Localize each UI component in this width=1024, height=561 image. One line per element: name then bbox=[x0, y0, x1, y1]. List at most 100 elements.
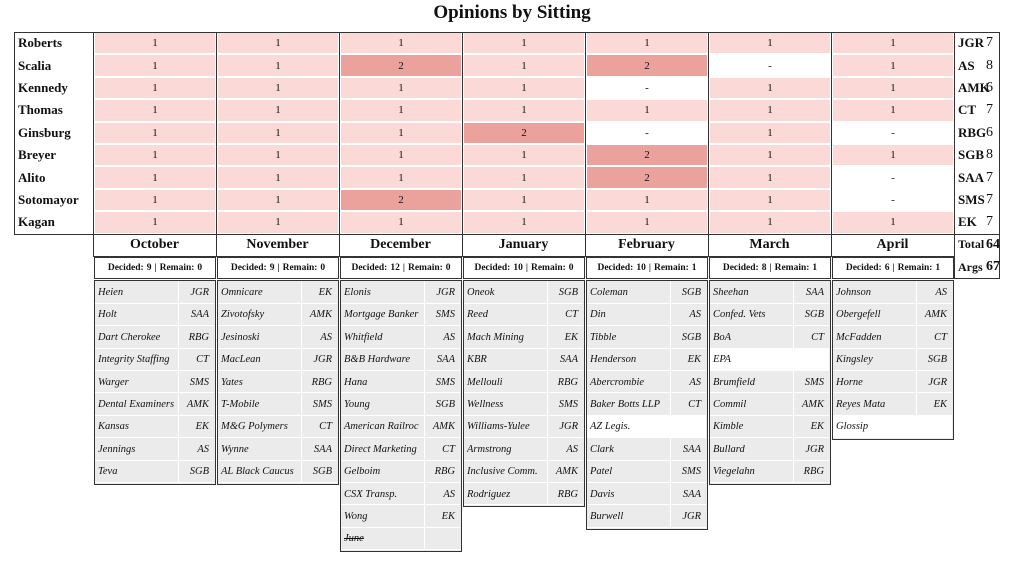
decided-remain: Decided: 6 | Remain: 1 bbox=[832, 257, 954, 280]
case-row: Kingsley SGB bbox=[833, 348, 952, 371]
case-list: Omnicare EK Zivotofsky AMK Jesinoski AS MacLea… bbox=[217, 280, 339, 485]
case-author: EK bbox=[810, 421, 824, 433]
justice-total: 7 bbox=[986, 214, 993, 230]
case-author: RBG bbox=[803, 466, 824, 478]
month-label: November bbox=[216, 233, 340, 257]
totals-box bbox=[954, 233, 1000, 280]
case-row: Horne JGR bbox=[833, 370, 952, 394]
case-list: Heien JGR Holt SAA Dart Cherokee RBG Integrity… bbox=[94, 280, 216, 485]
case-name: Gelboim bbox=[344, 466, 381, 478]
case-row: AL Black Caucus SGB bbox=[218, 460, 337, 483]
case-name: Whitfield bbox=[344, 331, 383, 343]
case-row: B&B Hardware SAA bbox=[341, 348, 460, 371]
opinion-count: 2 bbox=[587, 145, 707, 166]
author-divider bbox=[424, 505, 425, 528]
case-name: Young bbox=[344, 399, 370, 411]
justice-name: Roberts bbox=[18, 35, 63, 51]
opinion-count: 1 bbox=[341, 77, 461, 99]
month-label: April bbox=[831, 233, 955, 257]
author-divider bbox=[670, 370, 671, 394]
case-author: AMK bbox=[432, 421, 455, 433]
opinion-count: 1 bbox=[833, 212, 953, 233]
author-divider bbox=[670, 348, 671, 371]
author-divider bbox=[670, 393, 671, 416]
case-author: RBG bbox=[434, 466, 455, 478]
case-row: Abercrombie AS bbox=[587, 370, 706, 394]
case-row: McFadden CT bbox=[833, 326, 952, 349]
justice-abbr: CT bbox=[958, 102, 977, 118]
grid-frame bbox=[14, 32, 1000, 235]
author-divider bbox=[793, 281, 794, 304]
justice-total: 6 bbox=[986, 79, 993, 95]
remain-label: Remain: bbox=[897, 263, 933, 274]
opinion-count: 1 bbox=[464, 55, 584, 76]
author-divider bbox=[424, 460, 425, 483]
author-divider bbox=[793, 460, 794, 483]
case-name: Din bbox=[590, 309, 606, 321]
case-name: Bullard bbox=[713, 443, 745, 455]
case-row: Brumfield SMS bbox=[710, 370, 829, 394]
decided-label: Decided: bbox=[722, 263, 759, 274]
separator: | bbox=[402, 263, 405, 274]
month-row bbox=[93, 233, 955, 257]
author-divider bbox=[301, 303, 302, 327]
opinion-count: 1 bbox=[464, 145, 584, 166]
case-row: Mach Mining EK bbox=[464, 326, 583, 349]
justice-name: Ginsburg bbox=[18, 124, 71, 140]
opinion-count: 1 bbox=[341, 167, 461, 188]
case-name: Obergefell bbox=[836, 309, 881, 321]
author-divider bbox=[424, 348, 425, 371]
case-author: SGB bbox=[558, 287, 578, 299]
case-author: SMS bbox=[312, 399, 332, 411]
opinion-count: 1 bbox=[587, 33, 707, 54]
author-divider bbox=[547, 438, 548, 461]
case-author: SAA bbox=[805, 287, 824, 299]
opinion-count: 2 bbox=[587, 167, 707, 188]
author-divider bbox=[178, 393, 179, 416]
case-author: SAA bbox=[190, 309, 209, 321]
case-name: Inclusive Comm. bbox=[467, 466, 538, 478]
case-name: Baker Botts LLP bbox=[590, 399, 660, 411]
case-row: Wong EK bbox=[341, 505, 460, 528]
author-divider bbox=[793, 438, 794, 461]
opinion-count: 1 bbox=[218, 167, 338, 188]
author-divider bbox=[793, 370, 794, 394]
case-row: Sheehan SAA bbox=[710, 281, 829, 304]
justice-total: 7 bbox=[986, 191, 993, 207]
opinion-count: - bbox=[710, 55, 830, 76]
author-divider bbox=[301, 415, 302, 439]
decided-label: Decided: bbox=[597, 263, 634, 274]
case-row: T-Mobile SMS bbox=[218, 393, 337, 416]
opinion-count: - bbox=[587, 122, 707, 143]
justice-abbr: AMK bbox=[958, 79, 990, 95]
case-row: Jesinoski AS bbox=[218, 326, 337, 349]
author-divider bbox=[424, 303, 425, 327]
justice-abbr: EK bbox=[958, 214, 977, 230]
decided-label: Decided: bbox=[351, 263, 388, 274]
case-row: Jennings AS bbox=[95, 438, 214, 461]
author-divider bbox=[424, 527, 425, 551]
case-author: AS bbox=[443, 488, 455, 500]
case-row: Elonis JGR bbox=[341, 281, 460, 304]
author-divider bbox=[547, 482, 548, 506]
remain-count: 0 bbox=[197, 263, 203, 274]
case-row: EPA bbox=[710, 348, 829, 371]
case-name: Elonis bbox=[344, 287, 371, 299]
opinion-count: 1 bbox=[464, 189, 584, 211]
case-name: Mach Mining bbox=[467, 331, 524, 343]
case-row: Integrity Staffing CT bbox=[95, 348, 214, 371]
case-name: Patel bbox=[590, 466, 613, 478]
case-name: Omnicare bbox=[221, 287, 263, 299]
case-author: RBG bbox=[311, 376, 332, 388]
case-row: Patel SMS bbox=[587, 460, 706, 483]
decided-remain: Decided: 9 | Remain: 0 bbox=[217, 257, 339, 280]
opinion-count: 1 bbox=[464, 212, 584, 233]
opinion-count: 1 bbox=[341, 33, 461, 54]
case-author: AS bbox=[443, 331, 455, 343]
case-author: SGB bbox=[312, 466, 332, 478]
case-author: CT bbox=[934, 331, 947, 343]
case-author: EK bbox=[318, 287, 332, 299]
case-name: Confed. Vets bbox=[713, 309, 766, 321]
case-name: Teva bbox=[98, 466, 118, 478]
justice-total: 7 bbox=[986, 35, 993, 51]
